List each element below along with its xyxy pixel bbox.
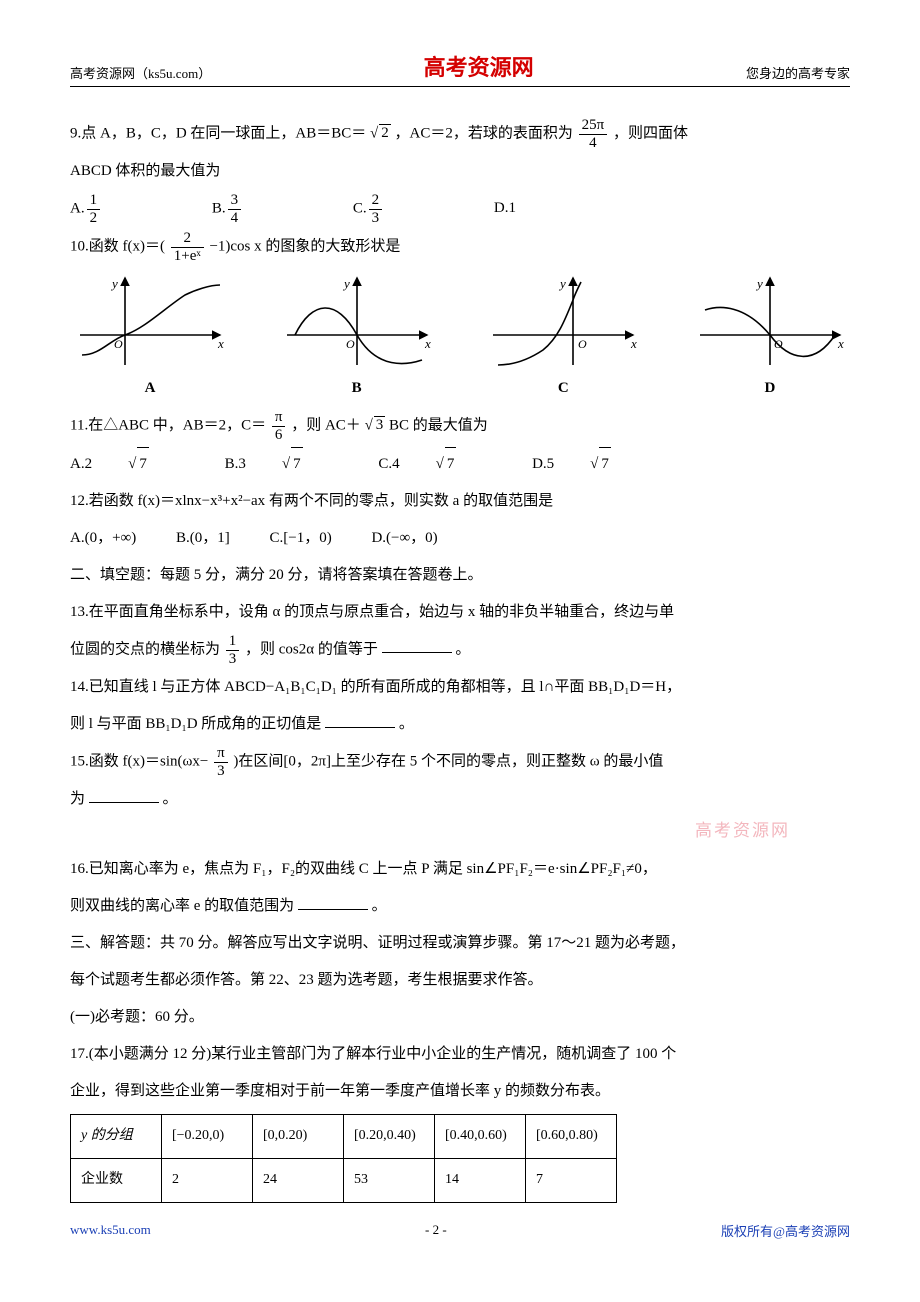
svg-text:O: O (578, 337, 587, 351)
footer-left: www.ks5u.com (70, 1222, 151, 1238)
header-right: 您身边的高考专家 (746, 63, 850, 82)
page-footer: www.ks5u.com - 2 - 版权所有@高考资源网 (70, 1221, 850, 1240)
footer-center: - 2 - (151, 1222, 721, 1238)
q9-optB: B.34 (212, 192, 313, 226)
section3a: 三、解答题：共 70 分。解答应写出文字说明、证明过程或演算步骤。第 17～21… (70, 927, 850, 960)
th-0: y 的分组 (71, 1115, 162, 1159)
q10-label-D: D (690, 372, 850, 405)
q11-optD: D.5√7 (532, 447, 647, 481)
q9-text2: ，AC＝2，若球的表面积为 (395, 125, 573, 141)
q10-graph-B: y x O B (277, 270, 437, 405)
q12-options: A.(0，+∞) B.(0，1] C.[−1，0) D.(−∞，0) (70, 522, 850, 555)
svg-text:y: y (755, 276, 763, 291)
q14-blank (325, 714, 395, 729)
th-2: [0,0.20) (253, 1115, 344, 1159)
q10-text1: 10.函数 f(x)＝( (70, 238, 165, 254)
q12-line: 12.若函数 f(x)＝xlnx−x³+x²−ax 有两个不同的零点，则实数 a… (70, 485, 850, 518)
q10-label-C: C (483, 372, 643, 405)
q13-blank (382, 639, 452, 654)
q11-optB: B.3√7 (225, 447, 339, 481)
q9-line2: ABCD 体积的最大值为 (70, 155, 850, 188)
footer-right: 版权所有@高考资源网 (721, 1221, 850, 1240)
q16-blank (298, 896, 368, 911)
q10-graphs: y x O A y x O B (70, 270, 850, 405)
th-3: [0.20,0.40) (344, 1115, 435, 1159)
q14-line2: 则 l 与平面 BB₁D₁D 所成角的正切值是 。 (70, 708, 850, 741)
q14-line1: 14.已知直线 l 与正方体 ABCD−A₁B₁C₁D₁ 的所有面所成的角都相等… (70, 671, 850, 704)
q12-optB: B.(0，1] (176, 522, 230, 555)
q17-table: y 的分组 [−0.20,0) [0,0.20) [0.20,0.40) [0.… (70, 1114, 617, 1203)
q13-line1: 13.在平面直角坐标系中，设角 α 的顶点与原点重合，始边与 x 轴的非负半轴重… (70, 596, 850, 629)
q10-graph-C: y x O C (483, 270, 643, 405)
q11-text3: BC 的最大值为 (389, 417, 488, 433)
section3c: (一)必考题：60 分。 (70, 1001, 850, 1034)
section3b: 每个试题考生都必须作答。第 22、23 题为选考题，考生根据要求作答。 (70, 964, 850, 997)
q10-graph-A: y x O A (70, 270, 230, 405)
header-left: 高考资源网（ks5u.com） (70, 63, 211, 82)
q12-optC: C.[−1，0) (269, 522, 331, 555)
q15-line1: 15.函数 f(x)＝sin(ωx− π3 )在区间[0，2π]上至少存在 5 … (70, 745, 850, 779)
q16-line1: 16.已知离心率为 e，焦点为 F₁，F₂的双曲线 C 上一点 P 满足 sin… (70, 853, 850, 886)
q10-frac: 2 1+eˣ (171, 230, 204, 264)
content: 9.点 A，B，C，D 在同一球面上，AB＝BC＝ √2 ，AC＝2，若球的表面… (70, 117, 850, 1203)
table-head-row: y 的分组 [−0.20,0) [0,0.20) [0.20,0.40) [0.… (71, 1115, 617, 1159)
q10-label-B: B (277, 372, 437, 405)
header-center: 高考资源网 (424, 50, 534, 82)
q12-optD: D.(−∞，0) (371, 522, 437, 555)
q9-text1: 9.点 A，B，C，D 在同一球面上，AB＝BC＝ (70, 125, 366, 141)
section2-title: 二、填空题：每题 5 分，满分 20 分，请将答案填在答题卷上。 (70, 559, 850, 592)
q9-sqrt: 2 (379, 124, 391, 141)
td-0: 企业数 (71, 1159, 162, 1203)
q17-line2: 企业，得到这些企业第一季度相对于前一年第一季度产值增长率 y 的频数分布表。 (70, 1075, 850, 1108)
td-4: 14 (435, 1159, 526, 1203)
q9-optA: A.12 (70, 192, 172, 226)
q9-line1: 9.点 A，B，C，D 在同一球面上，AB＝BC＝ √2 ，AC＝2，若球的表面… (70, 117, 850, 151)
svg-text:y: y (110, 276, 118, 291)
q9-optC: C.23 (353, 192, 454, 226)
q10-label-A: A (70, 372, 230, 405)
q11-frac: π 6 (272, 409, 286, 443)
q11-line: 11.在△ABC 中，AB＝2，C＝ π 6 ，则 AC＋ √3 BC 的最大值… (70, 409, 850, 443)
q11-optC: C.4√7 (378, 447, 492, 481)
q9-frac: 25π 4 (579, 117, 608, 151)
q12-optA: A.(0，+∞) (70, 522, 136, 555)
svg-text:x: x (217, 336, 224, 351)
q9-options: A.12 B.34 C.23 D.1 (70, 192, 850, 226)
q10-graph-D: y x O D (690, 270, 850, 405)
svg-text:O: O (346, 337, 355, 351)
q11-text1: 11.在△ABC 中，AB＝2，C＝ (70, 417, 266, 433)
td-5: 7 (526, 1159, 617, 1203)
table-data-row: 企业数 2 24 53 14 7 (71, 1159, 617, 1203)
page-header: 高考资源网（ks5u.com） 高考资源网 您身边的高考专家 (70, 50, 850, 87)
q11-text2: ，则 AC＋ (291, 417, 361, 433)
th-1: [−0.20,0) (162, 1115, 253, 1159)
svg-text:x: x (424, 336, 431, 351)
q11-sqrt: 3 (374, 416, 386, 433)
td-1: 2 (162, 1159, 253, 1203)
td-3: 53 (344, 1159, 435, 1203)
svg-text:x: x (837, 336, 844, 351)
q16-line2: 则双曲线的离心率 e 的取值范围为 。 (70, 890, 850, 923)
q17-line1: 17.(本小题满分 12 分)某行业主管部门为了解本行业中小企业的生产情况，随机… (70, 1038, 850, 1071)
svg-text:y: y (558, 276, 566, 291)
th-4: [0.40,0.60) (435, 1115, 526, 1159)
watermark: 高考资源网 (70, 812, 790, 849)
q10-text2: −1)cos x 的图象的大致形状是 (209, 238, 400, 254)
q11-optA: A.2√7 (70, 447, 185, 481)
q13-line2: 位圆的交点的横坐标为 13 ，则 cos2α 的值等于 。 (70, 633, 850, 667)
svg-text:y: y (342, 276, 350, 291)
q10-line1: 10.函数 f(x)＝( 2 1+eˣ −1)cos x 的图象的大致形状是 (70, 230, 850, 264)
th-5: [0.60,0.80) (526, 1115, 617, 1159)
q9-optD: D.1 (494, 192, 516, 225)
q11-options: A.2√7 B.3√7 C.4√7 D.5√7 (70, 447, 850, 481)
q15-blank (89, 789, 159, 804)
q9-text3: ，则四面体 (613, 125, 688, 141)
svg-text:x: x (630, 336, 637, 351)
td-2: 24 (253, 1159, 344, 1203)
